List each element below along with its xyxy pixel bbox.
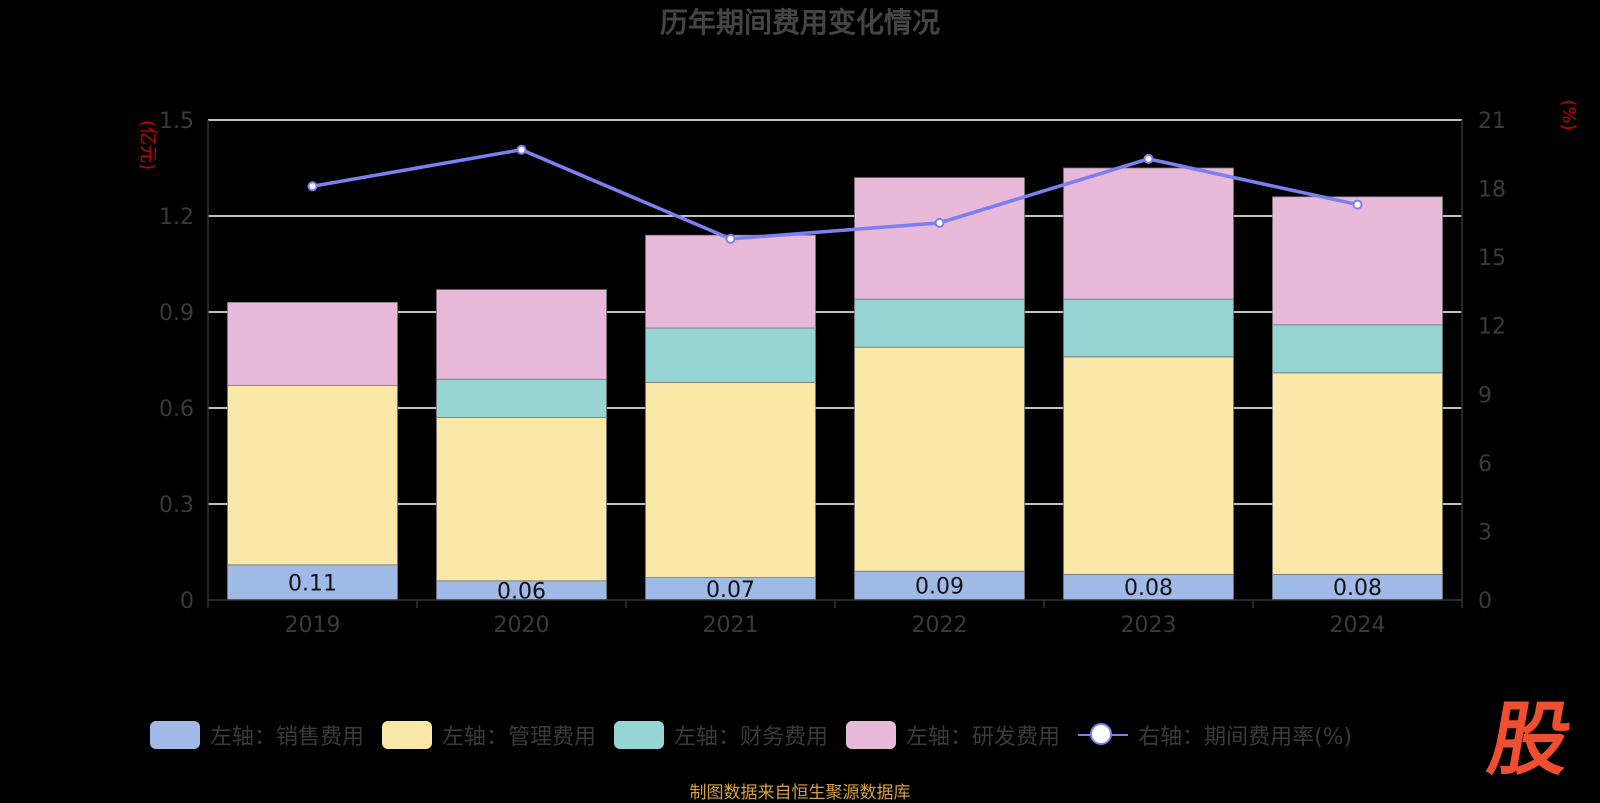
legend-item[interactable]: 左轴：管理费用 (382, 719, 596, 751)
bar-segment (436, 378, 607, 419)
data-labels: 0.11 0.06 0.07 0.09 0.08 0.08 (288, 571, 1382, 604)
axes: 0 0.3 0.6 0.9 1.2 1.5 0 3 6 9 12 15 18 21 2019 2020 2021… (159, 109, 1506, 638)
rate-point (725, 233, 736, 244)
right-tick-label: 0 (1478, 589, 1492, 614)
bar-segment (1063, 298, 1234, 358)
data-label: 0.07 (706, 578, 755, 603)
data-label: 0.09 (915, 575, 964, 600)
data-label: 0.08 (1124, 576, 1173, 601)
right-tick-label: 3 (1478, 520, 1492, 545)
x-tick-label: 2020 (494, 613, 550, 638)
legend-label: 左轴：管理费用 (442, 725, 597, 750)
bar-segment (1063, 167, 1234, 300)
rate-point (934, 217, 945, 228)
bar-segment (1063, 574, 1234, 601)
bar-segment (1272, 324, 1443, 374)
legend-swatch (614, 721, 665, 749)
bar-segment (227, 385, 398, 566)
legend-item[interactable]: 左轴：财务费用 (614, 719, 828, 751)
left-axis-unit: (亿元) (137, 120, 158, 170)
bar-segment (1272, 196, 1443, 326)
right-tick-label: 21 (1478, 109, 1506, 134)
x-tick-label: 2022 (912, 613, 968, 638)
data-label: 0.11 (288, 571, 337, 596)
legend-swatch (150, 721, 200, 749)
rate-line-path (312, 147, 1358, 241)
bar-segment (227, 564, 398, 601)
right-tick-label: 12 (1478, 315, 1506, 340)
bar-segment (1272, 574, 1443, 601)
legend-swatch (846, 721, 897, 749)
legend-item[interactable]: 左轴：研发费用 (846, 719, 1060, 751)
bar-segment (436, 289, 607, 380)
legend-label: 左轴：销售费用 (210, 725, 365, 750)
left-tick-label: 0.9 (159, 301, 194, 326)
bar-segment (436, 417, 607, 582)
legend: 左轴：销售费用 左轴：管理费用 左轴：财务费用 左轴：研发费用 右轴：期间费用率(%) (150, 718, 1352, 752)
legend-label: 左轴：财务费用 (674, 725, 829, 750)
legend-label: 左轴：研发费用 (906, 725, 1061, 750)
x-tick-label: 2024 (1330, 613, 1386, 638)
bar-segment (227, 301, 398, 386)
legend-line-swatch (1078, 721, 1129, 749)
left-tick-label: 1.5 (159, 109, 194, 134)
left-tick-label: 0.3 (159, 493, 194, 518)
right-tick-label: 15 (1478, 246, 1506, 271)
rate-point (307, 181, 318, 192)
legend-label: 右轴：期间费用率(%) (1138, 725, 1353, 750)
bar-segment (645, 327, 816, 383)
rate-point (1352, 199, 1363, 210)
bar-segment (854, 177, 1025, 300)
bar-segment (1272, 372, 1443, 575)
bar-series (227, 167, 1443, 601)
left-tick-label: 0 (180, 589, 194, 614)
left-tick-label: 0.6 (159, 397, 194, 422)
bar-segment (645, 381, 816, 578)
rate-point (1143, 153, 1154, 164)
x-tick-label: 2021 (703, 613, 759, 638)
data-label: 0.08 (1333, 576, 1382, 601)
legend-item[interactable]: 右轴：期间费用率(%) (1078, 719, 1352, 751)
bar-segment (854, 298, 1025, 348)
bar-segment (854, 346, 1025, 572)
source-note: 制图数据来自恒生聚源数据库 (689, 783, 911, 803)
grid-lines (208, 119, 1462, 505)
right-axis-unit: (%) (1558, 99, 1579, 130)
bar-segment (854, 570, 1025, 601)
bar-segment (645, 234, 816, 329)
bar-segment (1063, 356, 1234, 575)
x-tick-label: 2019 (285, 613, 341, 638)
brand-logo: 股 (1481, 693, 1579, 786)
left-tick-label: 1.2 (159, 205, 194, 230)
right-tick-label: 6 (1478, 452, 1492, 477)
right-tick-label: 9 (1478, 383, 1492, 408)
rate-line (307, 144, 1363, 244)
chart-title: 历年期间费用变化情况 (660, 6, 940, 39)
legend-swatch (382, 721, 433, 749)
x-tick-label: 2023 (1121, 613, 1177, 638)
rate-point (516, 144, 527, 155)
right-tick-label: 18 (1478, 178, 1506, 203)
legend-item[interactable]: 左轴：销售费用 (150, 719, 364, 751)
